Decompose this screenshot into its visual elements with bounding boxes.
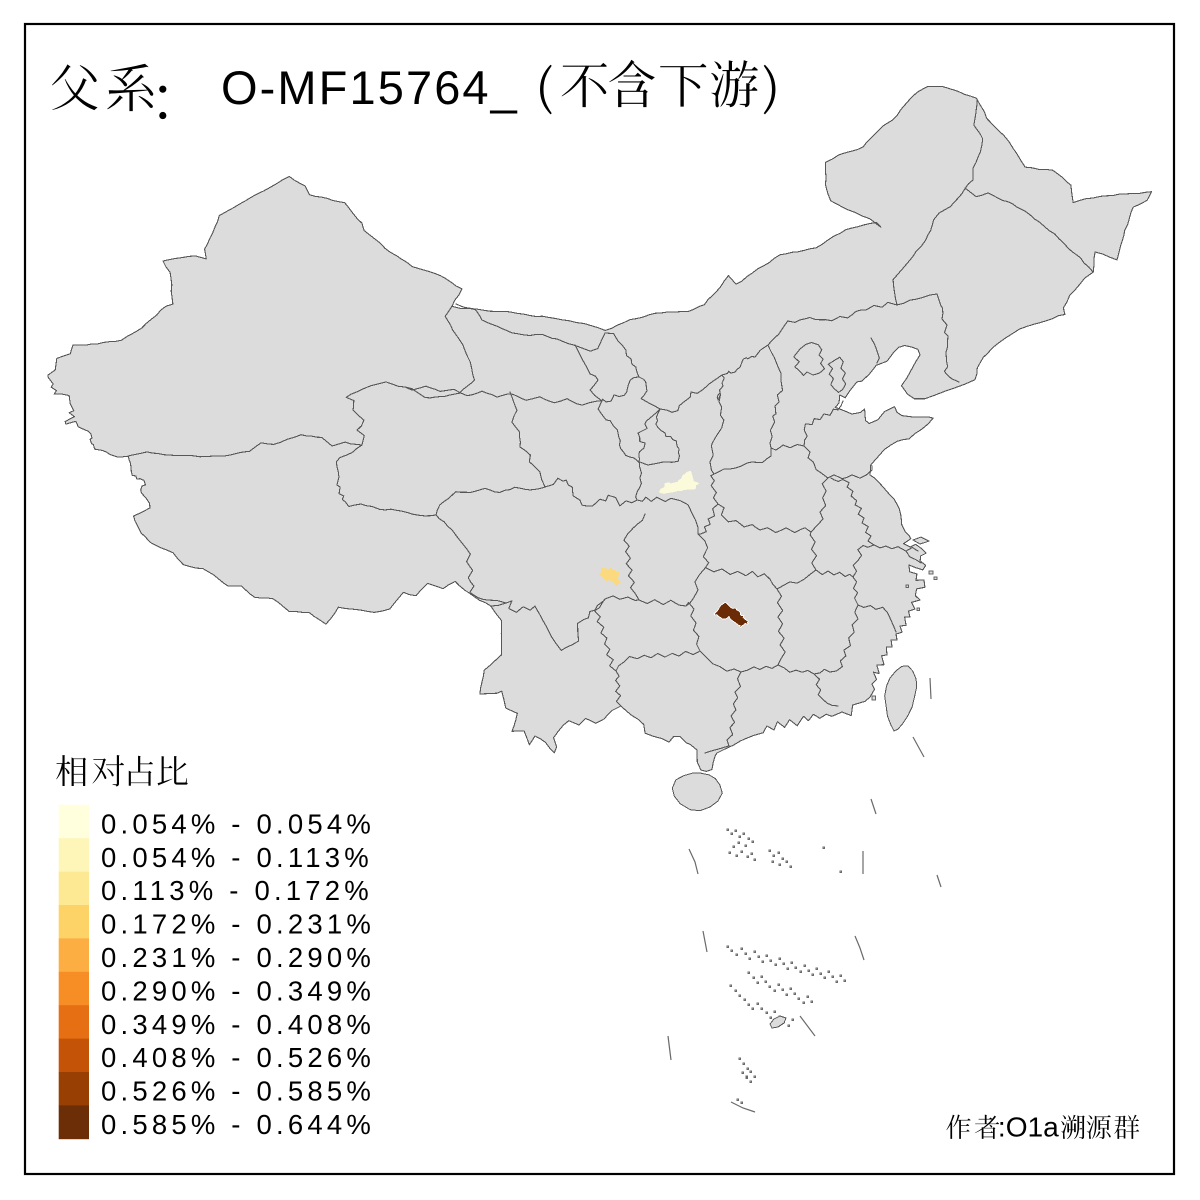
svg-text:0.290% - 0.349%: 0.290% - 0.349%: [101, 975, 375, 1006]
svg-text:0.526% - 0.585%: 0.526% - 0.585%: [101, 1076, 375, 1107]
svg-text:0.054% - 0.054%: 0.054% - 0.054%: [101, 808, 375, 839]
svg-text:0.172% - 0.231%: 0.172% - 0.231%: [101, 909, 375, 940]
svg-text::O1a: :O1a: [998, 1112, 1059, 1143]
svg-text:0.231% - 0.290%: 0.231% - 0.290%: [101, 942, 375, 973]
svg-text:0.054% - 0.113%: 0.054% - 0.113%: [101, 842, 373, 873]
svg-text:O-MF15764_: O-MF15764_: [221, 61, 519, 114]
svg-text:0.408% - 0.526%: 0.408% - 0.526%: [101, 1042, 375, 1073]
svg-text:0.585% - 0.644%: 0.585% - 0.644%: [101, 1109, 375, 1140]
svg-text:0.349% - 0.408%: 0.349% - 0.408%: [101, 1009, 375, 1040]
svg-text:0.113% - 0.172%: 0.113% - 0.172%: [101, 875, 373, 906]
